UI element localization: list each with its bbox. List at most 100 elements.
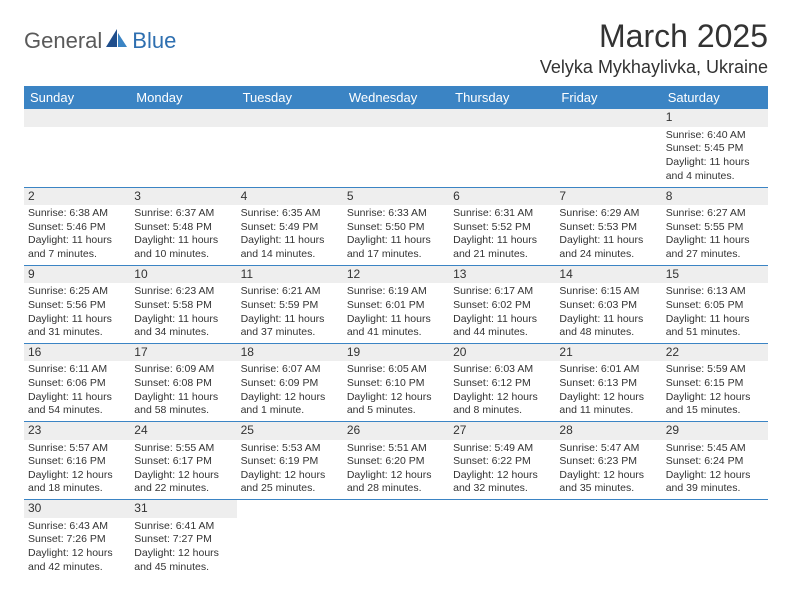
sunrise-text: Sunrise: 5:45 AM bbox=[666, 442, 764, 456]
daylight-text: Daylight: 12 hours and 22 minutes. bbox=[134, 469, 232, 496]
calendar-day-cell: 24Sunrise: 5:55 AMSunset: 6:17 PMDayligh… bbox=[130, 421, 236, 499]
daylight-text: Daylight: 12 hours and 25 minutes. bbox=[241, 469, 339, 496]
day-details: Sunrise: 6:33 AMSunset: 5:50 PMDaylight:… bbox=[343, 205, 449, 265]
day-details: Sunrise: 6:25 AMSunset: 5:56 PMDaylight:… bbox=[24, 283, 130, 343]
day-number: 11 bbox=[237, 266, 343, 284]
sunrise-text: Sunrise: 6:40 AM bbox=[666, 129, 764, 143]
calendar-empty-cell bbox=[237, 109, 343, 187]
day-number-bar bbox=[343, 109, 449, 127]
calendar-day-cell: 6Sunrise: 6:31 AMSunset: 5:52 PMDaylight… bbox=[449, 187, 555, 265]
calendar-day-cell: 11Sunrise: 6:21 AMSunset: 5:59 PMDayligh… bbox=[237, 265, 343, 343]
day-number: 5 bbox=[343, 188, 449, 206]
day-details: Sunrise: 6:01 AMSunset: 6:13 PMDaylight:… bbox=[555, 361, 661, 421]
day-number: 2 bbox=[24, 188, 130, 206]
sunset-text: Sunset: 5:56 PM bbox=[28, 299, 126, 313]
calendar-week-row: 23Sunrise: 5:57 AMSunset: 6:16 PMDayligh… bbox=[24, 421, 768, 499]
sunset-text: Sunset: 5:49 PM bbox=[241, 221, 339, 235]
calendar-day-cell: 31Sunrise: 6:41 AMSunset: 7:27 PMDayligh… bbox=[130, 500, 236, 578]
day-details: Sunrise: 6:31 AMSunset: 5:52 PMDaylight:… bbox=[449, 205, 555, 265]
calendar-day-cell: 27Sunrise: 5:49 AMSunset: 6:22 PMDayligh… bbox=[449, 421, 555, 499]
calendar-day-cell: 20Sunrise: 6:03 AMSunset: 6:12 PMDayligh… bbox=[449, 343, 555, 421]
calendar-week-row: 9Sunrise: 6:25 AMSunset: 5:56 PMDaylight… bbox=[24, 265, 768, 343]
day-number-bar bbox=[130, 109, 236, 127]
calendar-empty-cell bbox=[449, 109, 555, 187]
sunrise-text: Sunrise: 6:13 AM bbox=[666, 285, 764, 299]
title-block: March 2025 Velyka Mykhaylivka, Ukraine bbox=[540, 18, 768, 78]
daylight-text: Daylight: 11 hours and 37 minutes. bbox=[241, 313, 339, 340]
day-details: Sunrise: 6:29 AMSunset: 5:53 PMDaylight:… bbox=[555, 205, 661, 265]
day-number: 31 bbox=[130, 500, 236, 518]
calendar-day-cell: 13Sunrise: 6:17 AMSunset: 6:02 PMDayligh… bbox=[449, 265, 555, 343]
sunrise-text: Sunrise: 6:35 AM bbox=[241, 207, 339, 221]
day-details: Sunrise: 6:38 AMSunset: 5:46 PMDaylight:… bbox=[24, 205, 130, 265]
sunset-text: Sunset: 5:50 PM bbox=[347, 221, 445, 235]
sunrise-text: Sunrise: 6:43 AM bbox=[28, 520, 126, 534]
calendar-day-cell: 26Sunrise: 5:51 AMSunset: 6:20 PMDayligh… bbox=[343, 421, 449, 499]
calendar-day-cell: 3Sunrise: 6:37 AMSunset: 5:48 PMDaylight… bbox=[130, 187, 236, 265]
sunset-text: Sunset: 6:12 PM bbox=[453, 377, 551, 391]
day-number: 3 bbox=[130, 188, 236, 206]
calendar-table: SundayMondayTuesdayWednesdayThursdayFrid… bbox=[24, 86, 768, 578]
brand-logo: General Blue bbox=[24, 28, 176, 54]
day-details: Sunrise: 6:40 AMSunset: 5:45 PMDaylight:… bbox=[662, 127, 768, 187]
day-details: Sunrise: 5:47 AMSunset: 6:23 PMDaylight:… bbox=[555, 440, 661, 500]
sunset-text: Sunset: 6:13 PM bbox=[559, 377, 657, 391]
sunrise-text: Sunrise: 6:05 AM bbox=[347, 363, 445, 377]
calendar-day-cell: 16Sunrise: 6:11 AMSunset: 6:06 PMDayligh… bbox=[24, 343, 130, 421]
calendar-empty-cell bbox=[662, 500, 768, 578]
day-number: 10 bbox=[130, 266, 236, 284]
calendar-week-row: 16Sunrise: 6:11 AMSunset: 6:06 PMDayligh… bbox=[24, 343, 768, 421]
day-number: 8 bbox=[662, 188, 768, 206]
daylight-text: Daylight: 11 hours and 54 minutes. bbox=[28, 391, 126, 418]
calendar-day-cell: 4Sunrise: 6:35 AMSunset: 5:49 PMDaylight… bbox=[237, 187, 343, 265]
daylight-text: Daylight: 11 hours and 21 minutes. bbox=[453, 234, 551, 261]
calendar-empty-cell bbox=[449, 500, 555, 578]
day-number: 9 bbox=[24, 266, 130, 284]
day-details: Sunrise: 6:35 AMSunset: 5:49 PMDaylight:… bbox=[237, 205, 343, 265]
sunset-text: Sunset: 5:59 PM bbox=[241, 299, 339, 313]
sunset-text: Sunset: 6:22 PM bbox=[453, 455, 551, 469]
sunrise-text: Sunrise: 6:19 AM bbox=[347, 285, 445, 299]
day-number: 30 bbox=[24, 500, 130, 518]
sunrise-text: Sunrise: 6:09 AM bbox=[134, 363, 232, 377]
calendar-week-row: 2Sunrise: 6:38 AMSunset: 5:46 PMDaylight… bbox=[24, 187, 768, 265]
day-number: 1 bbox=[662, 109, 768, 127]
sunset-text: Sunset: 6:08 PM bbox=[134, 377, 232, 391]
day-number: 4 bbox=[237, 188, 343, 206]
sunset-text: Sunset: 6:17 PM bbox=[134, 455, 232, 469]
daylight-text: Daylight: 11 hours and 17 minutes. bbox=[347, 234, 445, 261]
daylight-text: Daylight: 11 hours and 51 minutes. bbox=[666, 313, 764, 340]
day-details: Sunrise: 5:53 AMSunset: 6:19 PMDaylight:… bbox=[237, 440, 343, 500]
weekday-header: Monday bbox=[130, 86, 236, 109]
calendar-empty-cell bbox=[343, 109, 449, 187]
weekday-header: Friday bbox=[555, 86, 661, 109]
brand-part2: Blue bbox=[132, 28, 176, 54]
sunrise-text: Sunrise: 5:47 AM bbox=[559, 442, 657, 456]
daylight-text: Daylight: 12 hours and 8 minutes. bbox=[453, 391, 551, 418]
calendar-day-cell: 14Sunrise: 6:15 AMSunset: 6:03 PMDayligh… bbox=[555, 265, 661, 343]
sunset-text: Sunset: 6:24 PM bbox=[666, 455, 764, 469]
sunset-text: Sunset: 6:16 PM bbox=[28, 455, 126, 469]
sunrise-text: Sunrise: 6:29 AM bbox=[559, 207, 657, 221]
sunrise-text: Sunrise: 5:51 AM bbox=[347, 442, 445, 456]
sunset-text: Sunset: 6:03 PM bbox=[559, 299, 657, 313]
day-number: 18 bbox=[237, 344, 343, 362]
day-number: 7 bbox=[555, 188, 661, 206]
calendar-empty-cell bbox=[237, 500, 343, 578]
sunset-text: Sunset: 6:10 PM bbox=[347, 377, 445, 391]
weekday-header: Sunday bbox=[24, 86, 130, 109]
daylight-text: Daylight: 12 hours and 15 minutes. bbox=[666, 391, 764, 418]
location-subtitle: Velyka Mykhaylivka, Ukraine bbox=[540, 57, 768, 78]
day-number: 17 bbox=[130, 344, 236, 362]
day-details: Sunrise: 6:17 AMSunset: 6:02 PMDaylight:… bbox=[449, 283, 555, 343]
daylight-text: Daylight: 11 hours and 34 minutes. bbox=[134, 313, 232, 340]
day-details: Sunrise: 6:27 AMSunset: 5:55 PMDaylight:… bbox=[662, 205, 768, 265]
sunset-text: Sunset: 5:58 PM bbox=[134, 299, 232, 313]
calendar-day-cell: 30Sunrise: 6:43 AMSunset: 7:26 PMDayligh… bbox=[24, 500, 130, 578]
daylight-text: Daylight: 11 hours and 41 minutes. bbox=[347, 313, 445, 340]
daylight-text: Daylight: 11 hours and 31 minutes. bbox=[28, 313, 126, 340]
daylight-text: Daylight: 11 hours and 27 minutes. bbox=[666, 234, 764, 261]
day-number-bar bbox=[449, 109, 555, 127]
day-number: 16 bbox=[24, 344, 130, 362]
sunset-text: Sunset: 6:01 PM bbox=[347, 299, 445, 313]
